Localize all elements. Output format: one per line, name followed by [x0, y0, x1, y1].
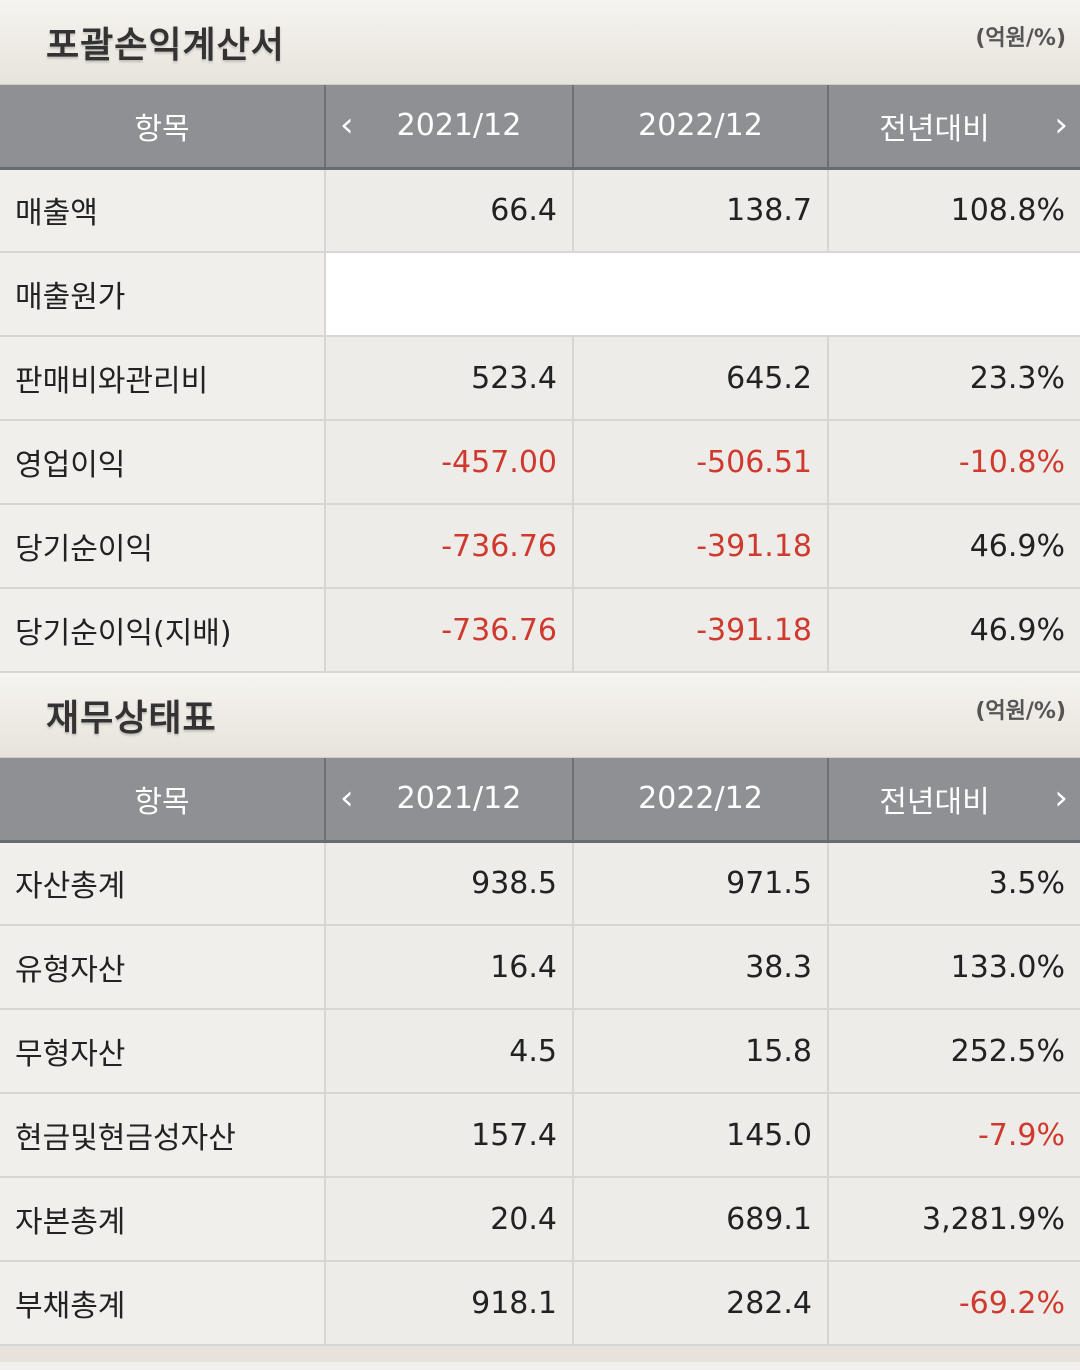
value-cmp: 133.0% [828, 925, 1080, 1010]
col-header-prev: ‹ 2021/12 [325, 758, 574, 843]
table-row: 매출원가 [0, 252, 1080, 337]
table-row: 당기순이익(지배) -736.76 -391.18 46.9% [0, 588, 1080, 673]
row-label: 당기순이익 [0, 504, 326, 589]
table-row: 무형자산 4.5 15.8 252.5% [0, 1009, 1080, 1094]
balance-header-row: 항목 ‹ 2021/12 2022/12 전년대비 › [0, 758, 1080, 843]
value-curr: -391.18 [573, 504, 829, 589]
value-prev: -457.00 [325, 420, 574, 505]
value-prev: 918.1 [325, 1261, 574, 1346]
income-unit-label: (억원/%) [975, 26, 1066, 51]
value-cmp: 3.5% [828, 841, 1080, 926]
value-curr: 138.7 [573, 168, 829, 253]
value-prev: 523.4 [325, 336, 574, 421]
col-header-curr: 2022/12 [573, 85, 829, 170]
col-header-curr: 2022/12 [573, 758, 829, 843]
value-cmp: 23.3% [828, 336, 1080, 421]
value-curr: 645.2 [573, 336, 829, 421]
row-label: 부채총계 [0, 1261, 326, 1346]
row-label: 매출원가 [0, 252, 326, 337]
table-row: 당기순이익 -736.76 -391.18 46.9% [0, 504, 1080, 589]
income-section-title: 포괄손익계산서 [46, 25, 285, 66]
row-label: 무형자산 [0, 1009, 326, 1094]
row-label: 현금및현금성자산 [0, 1093, 326, 1178]
value-curr: -506.51 [573, 420, 829, 505]
bottom-divider [0, 1346, 1080, 1362]
row-label: 유형자산 [0, 925, 326, 1010]
table-row: 부채총계 918.1 282.4 -69.2% [0, 1261, 1080, 1346]
value-prev: 20.4 [325, 1177, 574, 1262]
value-prev: 4.5 [325, 1009, 574, 1094]
table-row: 판매비와관리비 523.4 645.2 23.3% [0, 336, 1080, 421]
row-label: 영업이익 [0, 420, 326, 505]
chevron-right-icon[interactable]: › [1054, 104, 1068, 145]
value-curr: 971.5 [573, 841, 829, 926]
value-prev: 938.5 [325, 841, 574, 926]
col-header-item: 항목 [0, 758, 326, 843]
col-header-cmp: 전년대비 › [828, 758, 1080, 843]
row-label: 판매비와관리비 [0, 336, 326, 421]
value-cmp: 46.9% [828, 504, 1080, 589]
value-cmp: -69.2% [828, 1261, 1080, 1346]
row-label: 자산총계 [0, 841, 326, 926]
value-cmp: -7.9% [828, 1093, 1080, 1178]
table-row: 매출액 66.4 138.7 108.8% [0, 168, 1080, 253]
value-prev: 66.4 [325, 168, 574, 253]
balance-unit-label: (억원/%) [975, 699, 1066, 724]
row-label: 자본총계 [0, 1177, 326, 1262]
col-header-cmp: 전년대비 › [828, 85, 1080, 170]
row-label: 당기순이익(지배) [0, 588, 326, 673]
col-header-item: 항목 [0, 85, 326, 170]
balance-section-header: 재무상태표 (억원/%) [0, 673, 1080, 758]
table-row: 자산총계 938.5 971.5 3.5% [0, 841, 1080, 926]
table-row: 유형자산 16.4 38.3 133.0% [0, 925, 1080, 1010]
value-curr: 38.3 [573, 925, 829, 1010]
value-cmp: 3,281.9% [828, 1177, 1080, 1262]
value-prev: 16.4 [325, 925, 574, 1010]
table-row: 현금및현금성자산 157.4 145.0 -7.9% [0, 1093, 1080, 1178]
chevron-left-icon[interactable]: ‹ [340, 104, 354, 145]
value-curr: 15.8 [573, 1009, 829, 1094]
value-cmp: 252.5% [828, 1009, 1080, 1094]
value-curr: 145.0 [573, 1093, 829, 1178]
income-section-header: 포괄손익계산서 (억원/%) [0, 0, 1080, 85]
chevron-right-icon[interactable]: › [1054, 777, 1068, 818]
balance-section-title: 재무상태표 [46, 698, 217, 739]
value-curr: 282.4 [573, 1261, 829, 1346]
income-header-row: 항목 ‹ 2021/12 2022/12 전년대비 › [0, 85, 1080, 170]
balance-table: 항목 ‹ 2021/12 2022/12 전년대비 › 자산총계 938.5 9… [0, 758, 1080, 1346]
table-row: 자본총계 20.4 689.1 3,281.9% [0, 1177, 1080, 1262]
value-prev: -736.76 [325, 504, 574, 589]
chevron-left-icon[interactable]: ‹ [340, 777, 354, 818]
value-prev: -736.76 [325, 588, 574, 673]
value-cmp: 46.9% [828, 588, 1080, 673]
empty-values [325, 252, 1080, 337]
row-label: 매출액 [0, 168, 326, 253]
table-row: 영업이익 -457.00 -506.51 -10.8% [0, 420, 1080, 505]
value-curr: 689.1 [573, 1177, 829, 1262]
value-curr: -391.18 [573, 588, 829, 673]
col-header-prev: ‹ 2021/12 [325, 85, 574, 170]
value-cmp: -10.8% [828, 420, 1080, 505]
value-cmp: 108.8% [828, 168, 1080, 253]
value-prev: 157.4 [325, 1093, 574, 1178]
income-table: 항목 ‹ 2021/12 2022/12 전년대비 › 매출액 66.4 138… [0, 85, 1080, 673]
